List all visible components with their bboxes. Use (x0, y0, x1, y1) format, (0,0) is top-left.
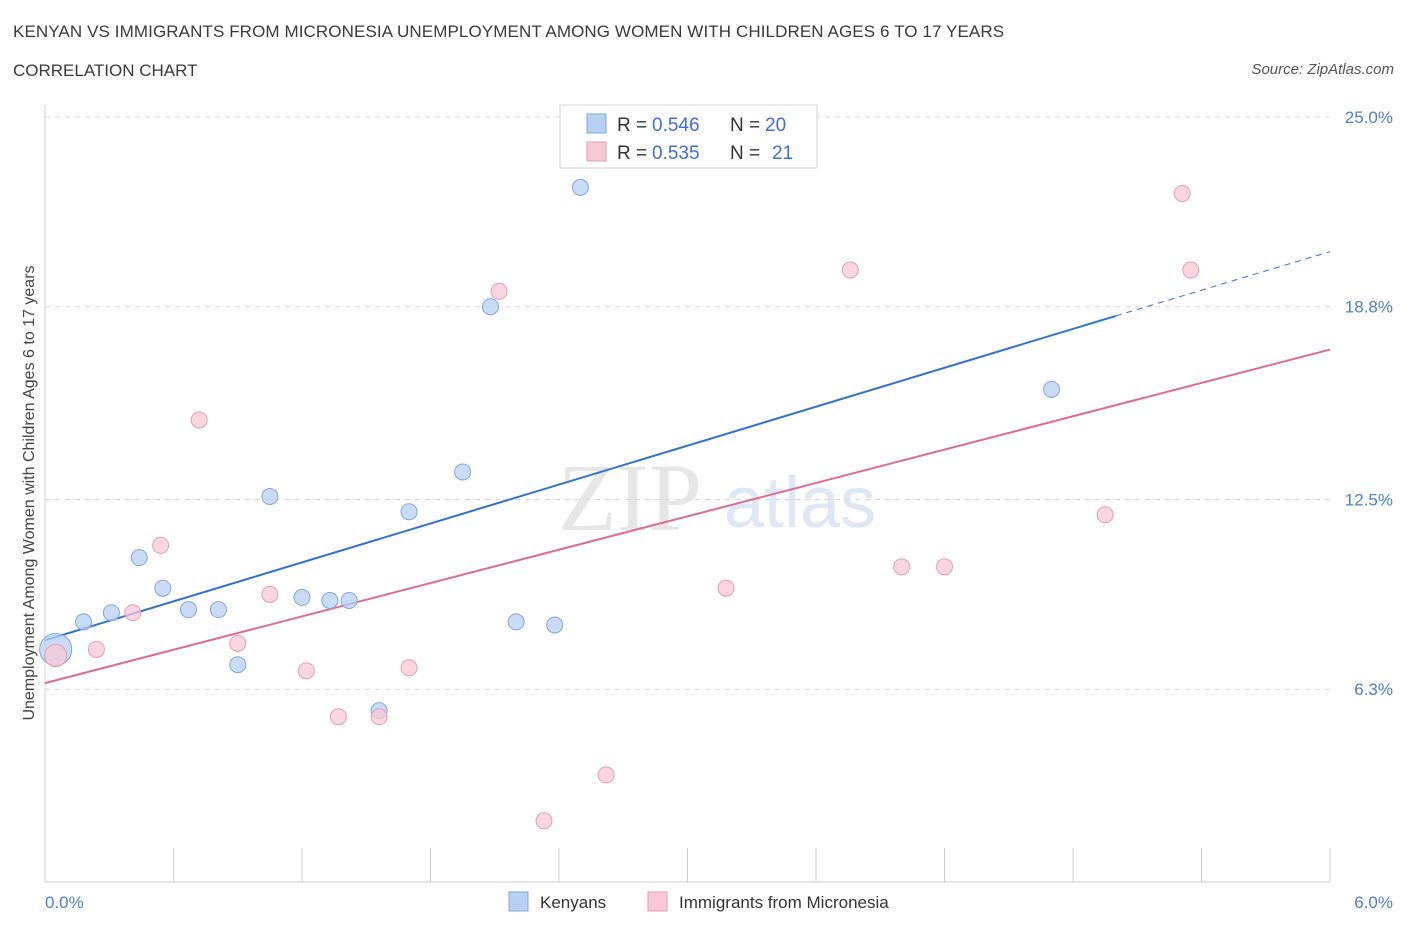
point-micronesia (1173, 185, 1191, 202)
legend-swatch-kenyans (586, 113, 607, 134)
point-micronesia (1182, 261, 1200, 279)
point-micronesia (87, 640, 105, 658)
series-legend-swatch-kenyans (508, 891, 529, 912)
legend-n-value-micronesia: 21 (772, 143, 793, 164)
point-micronesia (1096, 506, 1114, 524)
legend-r-label-kenyans: R = (617, 115, 652, 136)
series-legend-label-micronesia: Immigrants from Micronesia (679, 893, 889, 912)
point-kenyans (454, 463, 472, 481)
chart-subtitle: CORRELATION CHART (13, 61, 198, 80)
watermark: ZIP atlas (558, 444, 876, 551)
point-micronesia (370, 708, 388, 726)
point-micronesia (229, 634, 247, 652)
x-tick-label-min: 0.0% (45, 893, 84, 912)
point-micronesia (297, 662, 315, 680)
point-micronesia (597, 766, 615, 784)
point-micronesia (717, 579, 735, 597)
point-micronesia (936, 558, 953, 576)
point-micronesia (124, 604, 142, 622)
legend-n-label-micronesia: N = (730, 143, 765, 164)
point-kenyans (481, 298, 499, 316)
point-kenyans (340, 591, 358, 609)
legend-n-label-kenyans: N = (730, 115, 765, 136)
trend-line-micronesia (44, 348, 1331, 685)
point-micronesia (893, 558, 911, 576)
point-micronesia (329, 708, 347, 726)
chart-title: KENYAN VS IMMIGRANTS FROM MICRONESIA UNE… (13, 22, 1005, 41)
point-micronesia (44, 644, 68, 668)
series-legend-swatch-micronesia (647, 891, 668, 912)
watermark-atlas: atlas (724, 463, 876, 543)
point-micronesia (400, 659, 418, 677)
point-kenyans (507, 613, 525, 631)
x-axis-ticks (44, 848, 1331, 882)
y-tick-label: 12.5% (1345, 491, 1393, 510)
legend-swatch-micronesia (586, 141, 607, 162)
point-kenyans (179, 601, 197, 619)
correlation-legend: R = 0.546 N = 20 R = 0.535 N = 21 (559, 104, 818, 169)
point-kenyans (261, 487, 279, 505)
point-kenyans (102, 604, 120, 622)
point-kenyans (400, 503, 418, 521)
legend-r-label-micronesia: R = (617, 143, 652, 164)
x-tick-label-max: 6.0% (1354, 893, 1393, 912)
y-tick-label: 6.3% (1354, 680, 1393, 699)
legend-r-value-micronesia: 0.535 (652, 143, 700, 164)
point-micronesia (490, 282, 508, 300)
point-micronesia (152, 536, 170, 554)
y-tick-label: 18.8% (1345, 298, 1393, 317)
point-kenyans (293, 588, 311, 606)
point-micronesia (190, 411, 208, 429)
point-micronesia (841, 261, 859, 279)
point-kenyans (75, 613, 93, 631)
trend-line-kenyans-extension (1115, 251, 1331, 317)
y-axis-label: Unemployment Among Women with Children A… (21, 265, 38, 720)
point-kenyans (321, 591, 339, 609)
point-kenyans (546, 616, 564, 634)
legend-r-value-kenyans: 0.546 (652, 115, 700, 136)
point-kenyans (209, 601, 227, 619)
point-kenyans (154, 579, 172, 597)
point-kenyans (1043, 380, 1061, 398)
data-points (39, 178, 1200, 830)
point-micronesia (535, 812, 553, 830)
trend-lines (44, 251, 1331, 685)
series-legend-label-kenyans: Kenyans (540, 893, 606, 912)
legend-n-value-kenyans: 20 (765, 115, 786, 136)
series-legend: Kenyans Immigrants from Micronesia (508, 891, 889, 912)
trend-line-kenyans (44, 314, 1117, 642)
y-tick-label: 25.0% (1345, 108, 1393, 127)
point-kenyans (130, 549, 148, 567)
watermark-zip: ZIP (558, 444, 702, 551)
point-kenyans (229, 656, 247, 674)
y-axis-tick-labels: 6.3% 12.5% 18.8% 25.0% (1345, 108, 1393, 699)
source-credit: Source: ZipAtlas.com (1251, 61, 1394, 78)
gridlines (45, 116, 1330, 690)
point-kenyans (571, 178, 589, 196)
point-micronesia (261, 585, 279, 603)
